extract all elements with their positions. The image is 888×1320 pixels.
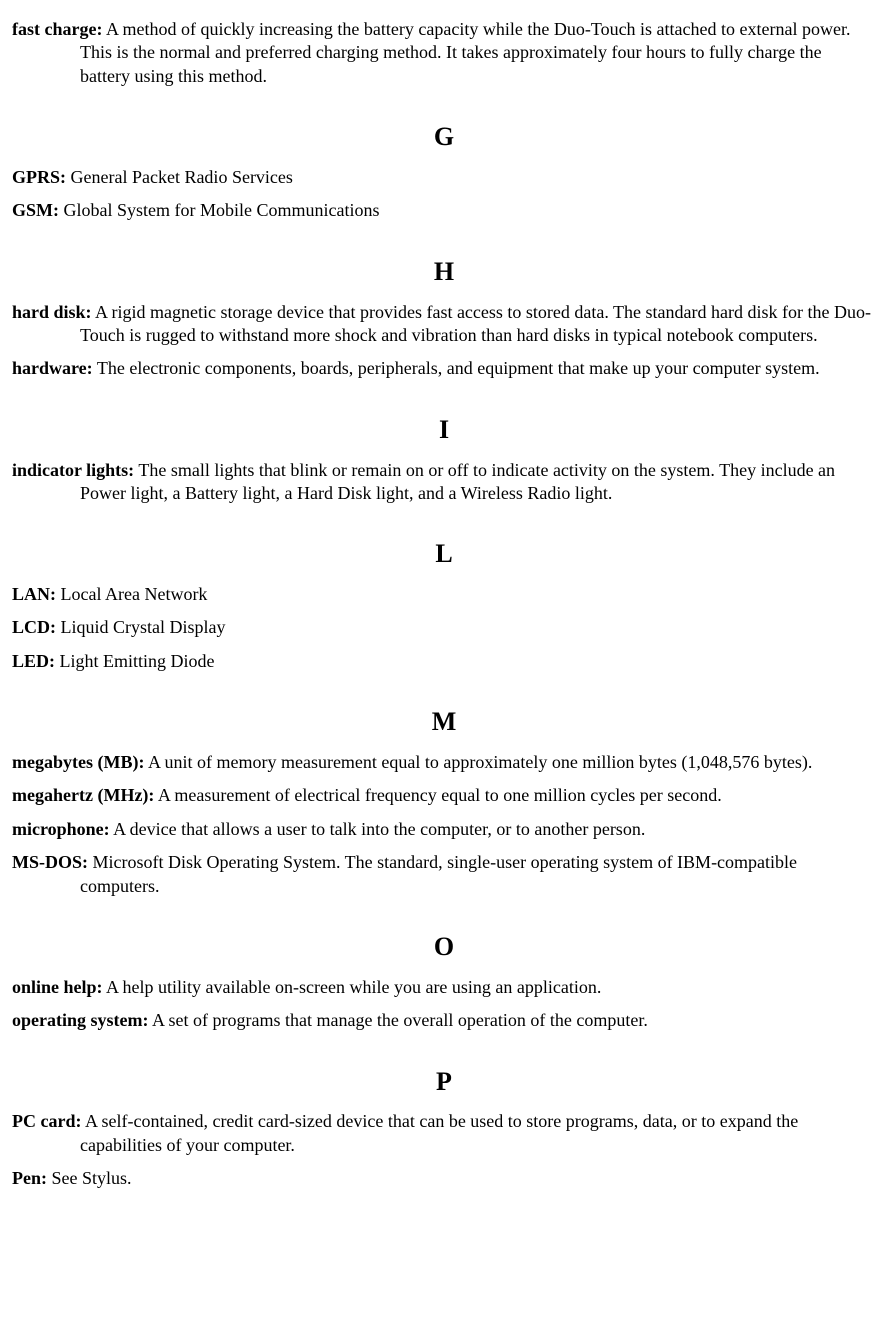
glossary-term: LAN: — [12, 584, 56, 604]
glossary-entry: online help: A help utility available on… — [12, 976, 876, 999]
glossary-term: megahertz (MHz): — [12, 785, 154, 805]
glossary-definition: The electronic components, boards, perip… — [93, 358, 820, 378]
section-heading: P — [12, 1065, 876, 1099]
glossary-entry: microphone: A device that allows a user … — [12, 818, 876, 841]
glossary-entry: GPRS: General Packet Radio Services — [12, 166, 876, 189]
glossary-term: GSM: — [12, 200, 59, 220]
section-heading: G — [12, 120, 876, 154]
glossary-term: LED: — [12, 651, 55, 671]
glossary-definition: Liquid Crystal Display — [56, 617, 226, 637]
glossary-definition: A method of quickly increasing the batte… — [80, 19, 850, 86]
glossary-definition: A self-contained, credit card-sized devi… — [80, 1111, 798, 1154]
glossary-entry: megahertz (MHz): A measurement of electr… — [12, 784, 876, 807]
glossary-definition: A unit of memory measurement equal to ap… — [144, 752, 812, 772]
glossary-term: hard disk: — [12, 302, 92, 322]
section-heading: I — [12, 413, 876, 447]
glossary-definition: Global System for Mobile Communications — [59, 200, 379, 220]
section-heading: L — [12, 537, 876, 571]
glossary-definition: Light Emitting Diode — [55, 651, 215, 671]
glossary-term: Pen: — [12, 1168, 47, 1188]
glossary-term: fast charge: — [12, 19, 102, 39]
glossary-definition: See Stylus. — [47, 1168, 132, 1188]
section-heading: O — [12, 930, 876, 964]
glossary-term: microphone: — [12, 819, 110, 839]
glossary-term: GPRS: — [12, 167, 66, 187]
glossary-entry: LED: Light Emitting Diode — [12, 650, 876, 673]
glossary-term: operating system: — [12, 1010, 148, 1030]
glossary-entry: GSM: Global System for Mobile Communicat… — [12, 199, 876, 222]
glossary-entry: hard disk: A rigid magnetic storage devi… — [12, 301, 876, 348]
section-heading: H — [12, 255, 876, 289]
glossary-definition: A measurement of electrical frequency eq… — [154, 785, 721, 805]
glossary-definition: General Packet Radio Services — [66, 167, 293, 187]
glossary-term: online help: — [12, 977, 103, 997]
glossary-entry: hardware: The electronic components, boa… — [12, 357, 876, 380]
glossary-entry: LAN: Local Area Network — [12, 583, 876, 606]
glossary-definition: A rigid magnetic storage device that pro… — [80, 302, 871, 345]
glossary-term: megabytes (MB): — [12, 752, 144, 772]
glossary-entry: fast charge: A method of quickly increas… — [12, 18, 876, 88]
section-heading: M — [12, 705, 876, 739]
glossary-definition: Microsoft Disk Operating System. The sta… — [80, 852, 797, 895]
glossary-container: fast charge: A method of quickly increas… — [12, 18, 876, 1191]
glossary-entry: megabytes (MB): A unit of memory measure… — [12, 751, 876, 774]
glossary-definition: Local Area Network — [56, 584, 207, 604]
glossary-entry: indicator lights: The small lights that … — [12, 459, 876, 506]
glossary-definition: A device that allows a user to talk into… — [110, 819, 646, 839]
glossary-definition: A help utility available on-screen while… — [103, 977, 602, 997]
glossary-term: indicator lights: — [12, 460, 134, 480]
glossary-definition: The small lights that blink or remain on… — [80, 460, 835, 503]
glossary-entry: PC card: A self-contained, credit card-s… — [12, 1110, 876, 1157]
glossary-entry: LCD: Liquid Crystal Display — [12, 616, 876, 639]
glossary-term: MS-DOS: — [12, 852, 88, 872]
glossary-term: LCD: — [12, 617, 56, 637]
glossary-entry: MS-DOS: Microsoft Disk Operating System.… — [12, 851, 876, 898]
glossary-term: hardware: — [12, 358, 93, 378]
glossary-entry: operating system: A set of programs that… — [12, 1009, 876, 1032]
glossary-entry: Pen: See Stylus. — [12, 1167, 876, 1190]
glossary-definition: A set of programs that manage the overal… — [148, 1010, 647, 1030]
glossary-term: PC card: — [12, 1111, 81, 1131]
